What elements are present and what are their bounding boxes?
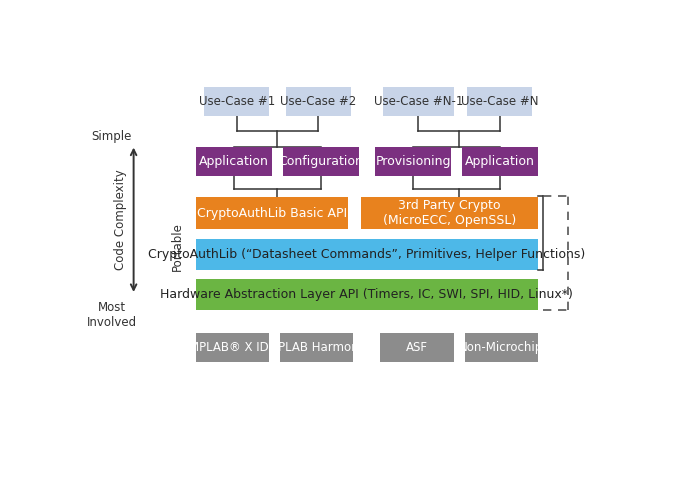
Text: Code Complexity: Code Complexity — [113, 170, 127, 270]
FancyBboxPatch shape — [196, 280, 538, 310]
FancyBboxPatch shape — [468, 87, 532, 116]
FancyBboxPatch shape — [462, 146, 538, 176]
FancyBboxPatch shape — [383, 87, 454, 116]
FancyBboxPatch shape — [283, 146, 358, 176]
Text: Provisioning: Provisioning — [375, 154, 451, 168]
Text: Use-Case #2: Use-Case #2 — [280, 95, 356, 108]
FancyBboxPatch shape — [196, 146, 272, 176]
FancyBboxPatch shape — [465, 334, 538, 362]
FancyBboxPatch shape — [286, 87, 351, 116]
Text: Non-Microchip: Non-Microchip — [459, 342, 543, 354]
Text: CryptoAuthLib (“Datasheet Commands”, Primitives, Helper Functions): CryptoAuthLib (“Datasheet Commands”, Pri… — [148, 248, 585, 261]
Text: Application: Application — [465, 154, 535, 168]
Text: Portable: Portable — [171, 222, 183, 271]
FancyBboxPatch shape — [204, 87, 270, 116]
Text: Most
Involved: Most Involved — [87, 300, 137, 328]
FancyBboxPatch shape — [375, 146, 451, 176]
Text: MPLAB Harmony: MPLAB Harmony — [268, 342, 365, 354]
Text: Application: Application — [199, 154, 269, 168]
FancyBboxPatch shape — [361, 196, 538, 230]
Text: Use-Case #N-1: Use-Case #N-1 — [374, 95, 463, 108]
Text: Configuration: Configuration — [279, 154, 363, 168]
FancyBboxPatch shape — [381, 334, 454, 362]
Text: Hardware Abstraction Layer API (Timers, IC, SWI, SPI, HID, Linux*): Hardware Abstraction Layer API (Timers, … — [160, 288, 573, 302]
Text: Use-Case #N: Use-Case #N — [461, 95, 538, 108]
Text: 3rd Party Crypto
(MicroECC, OpenSSL): 3rd Party Crypto (MicroECC, OpenSSL) — [383, 199, 516, 227]
Text: MPLAB® X IDE: MPLAB® X IDE — [189, 342, 276, 354]
Text: ASF: ASF — [406, 342, 428, 354]
Text: Use-Case #1: Use-Case #1 — [199, 95, 275, 108]
FancyBboxPatch shape — [196, 196, 348, 230]
FancyBboxPatch shape — [280, 334, 354, 362]
Text: Simple: Simple — [92, 130, 132, 143]
FancyBboxPatch shape — [196, 239, 538, 270]
FancyBboxPatch shape — [196, 334, 270, 362]
Text: CryptoAuthLib Basic API: CryptoAuthLib Basic API — [197, 206, 347, 220]
